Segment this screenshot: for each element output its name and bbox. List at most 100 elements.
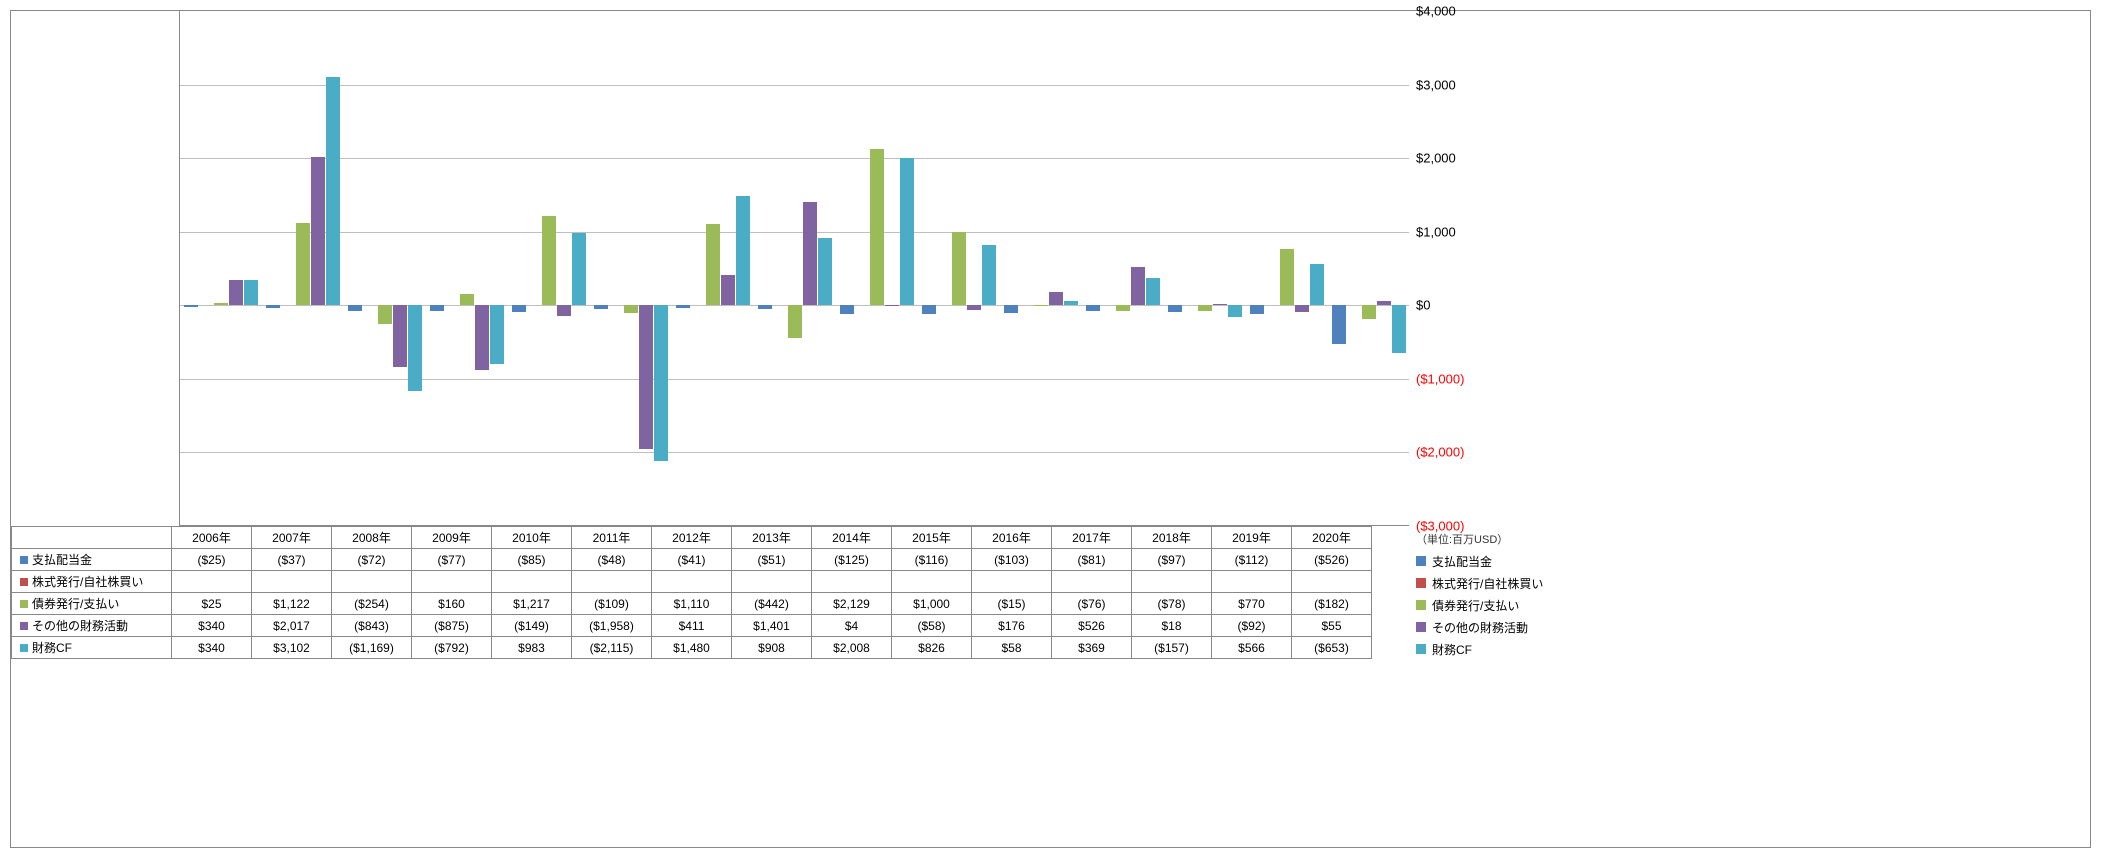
table-cell: $3,102 <box>252 637 332 659</box>
table-cell: $340 <box>172 637 252 659</box>
table-year-header: 2016年 <box>972 527 1052 549</box>
bar-bond <box>952 232 966 306</box>
grid-line <box>180 379 1409 380</box>
table-cell <box>252 571 332 593</box>
table-cell: ($157) <box>1132 637 1212 659</box>
bar-bond <box>542 216 556 306</box>
bar-fcf <box>490 305 504 363</box>
bar-fcf <box>818 238 832 305</box>
table-cell: $176 <box>972 615 1052 637</box>
table-cell: ($875) <box>412 615 492 637</box>
table-cell <box>172 571 252 593</box>
bar-div <box>840 305 854 314</box>
bar-bond <box>296 223 310 306</box>
row-swatch-icon <box>20 644 28 652</box>
bar-oth <box>1295 305 1309 312</box>
table-cell: $526 <box>1052 615 1132 637</box>
table-row-fcf: 財務CF$340$3,102($1,169)($792)$983($2,115)… <box>12 637 1372 659</box>
legend-swatch-icon <box>1416 600 1426 610</box>
legend-item-iss: 株式発行/自社株買い <box>1416 573 1616 593</box>
table-cell <box>332 571 412 593</box>
bar-fcf <box>1228 305 1242 317</box>
bar-div <box>1086 305 1100 311</box>
bar-div <box>922 305 936 314</box>
table-cell: $2,008 <box>812 637 892 659</box>
table-cell: $983 <box>492 637 572 659</box>
table-cell: ($116) <box>892 549 972 571</box>
table-cell: ($51) <box>732 549 812 571</box>
table-year-header: 2008年 <box>332 527 412 549</box>
table-cell: ($72) <box>332 549 412 571</box>
table-cell: ($1,958) <box>572 615 652 637</box>
legend-swatch-icon <box>1416 556 1426 566</box>
bar-fcf <box>1146 278 1160 305</box>
table-year-header: 2012年 <box>652 527 732 549</box>
table-cell: ($81) <box>1052 549 1132 571</box>
table-cell: $1,401 <box>732 615 812 637</box>
y-axis: $4,000$3,000$2,000$1,000$0($1,000)($2,00… <box>1416 11 1486 526</box>
legend-label: 株式発行/自社株買い <box>1432 575 1543 592</box>
table-cell: $18 <box>1132 615 1212 637</box>
legend-swatch-icon <box>1416 622 1426 632</box>
table-row-oth: その他の財務活動$340$2,017($843)($875)($149)($1,… <box>12 615 1372 637</box>
bar-oth <box>803 202 817 305</box>
bar-oth <box>557 305 571 316</box>
bar-div <box>266 305 280 308</box>
table-cell: ($77) <box>412 549 492 571</box>
table-cell <box>572 571 652 593</box>
table-cell: ($526) <box>1292 549 1372 571</box>
table-cell <box>1212 571 1292 593</box>
table-cell: ($85) <box>492 549 572 571</box>
row-label: 債券発行/支払い <box>32 597 119 611</box>
table-cell: $4 <box>812 615 892 637</box>
table-year-header: 2018年 <box>1132 527 1212 549</box>
table-year-header: 2010年 <box>492 527 572 549</box>
table-cell: $1,480 <box>652 637 732 659</box>
table-cell <box>892 571 972 593</box>
table-cell: $1,000 <box>892 593 972 615</box>
bar-bond <box>706 224 720 306</box>
table-cell: ($843) <box>332 615 412 637</box>
table-cell: ($15) <box>972 593 1052 615</box>
table-cell <box>732 571 812 593</box>
bar-fcf <box>654 305 668 461</box>
table-cell: ($2,115) <box>572 637 652 659</box>
chart-container: $4,000$3,000$2,000$1,000$0($1,000)($2,00… <box>10 10 2091 848</box>
table-header-row: 2006年2007年2008年2009年2010年2011年2012年2013年… <box>12 527 1372 549</box>
table-year-header: 2014年 <box>812 527 892 549</box>
table-cell <box>972 571 1052 593</box>
table-cell: ($92) <box>1212 615 1292 637</box>
bar-div <box>758 305 772 309</box>
row-label: 株式発行/自社株買い <box>32 575 143 589</box>
bar-oth <box>1377 301 1391 305</box>
table-cell <box>492 571 572 593</box>
table-cell: ($48) <box>572 549 652 571</box>
table-cell <box>812 571 892 593</box>
bar-fcf <box>572 233 586 305</box>
bar-div <box>1250 305 1264 313</box>
table-row-div: 支払配当金($25)($37)($72)($77)($85)($48)($41)… <box>12 549 1372 571</box>
chart-plot <box>180 11 1409 525</box>
table-cell: $369 <box>1052 637 1132 659</box>
row-header-cell: 株式発行/自社株買い <box>12 571 172 593</box>
table-cell <box>412 571 492 593</box>
legend-swatch-icon <box>1416 644 1426 654</box>
y-tick-label: $0 <box>1416 298 1430 313</box>
bar-fcf <box>408 305 422 391</box>
row-swatch-icon <box>20 622 28 630</box>
table-year-header: 2007年 <box>252 527 332 549</box>
table-corner-cell <box>12 527 172 549</box>
row-header-cell: その他の財務活動 <box>12 615 172 637</box>
table-year-header: 2017年 <box>1052 527 1132 549</box>
row-swatch-icon <box>20 578 28 586</box>
row-swatch-icon <box>20 556 28 564</box>
legend: 支払配当金株式発行/自社株買い債券発行/支払いその他の財務活動財務CF <box>1416 551 1616 661</box>
bar-oth <box>1131 267 1145 306</box>
bar-div <box>676 305 690 308</box>
table-cell: $770 <box>1212 593 1292 615</box>
bar-fcf <box>326 77 340 305</box>
unit-label: （単位:百万USD） <box>1416 531 1508 547</box>
bar-div <box>594 305 608 309</box>
table-cell: ($182) <box>1292 593 1372 615</box>
grid-line <box>180 85 1409 86</box>
